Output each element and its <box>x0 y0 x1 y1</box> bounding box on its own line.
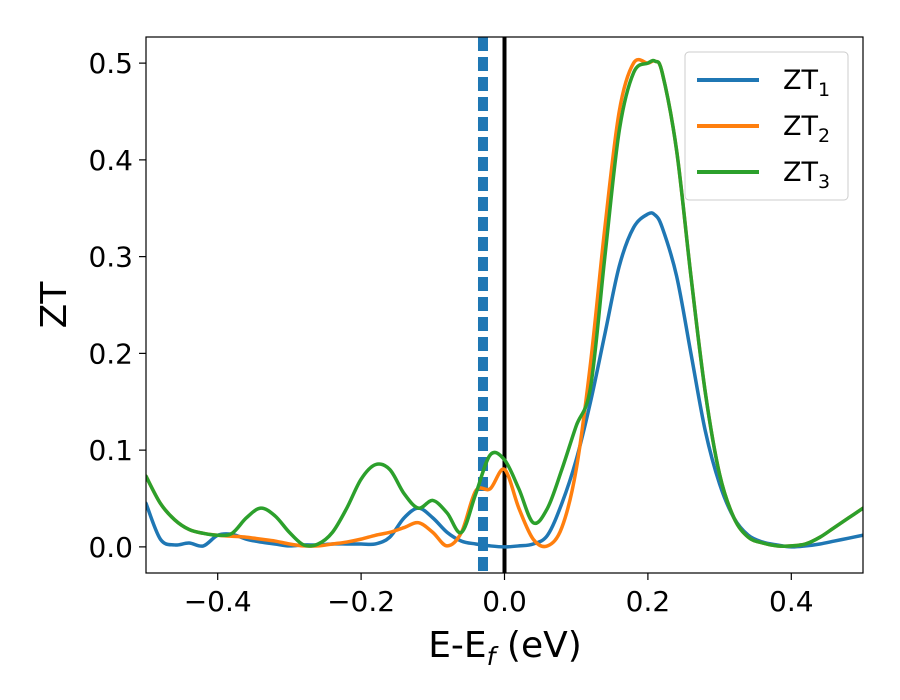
y-axis-ticks: 0.0 0.1 0.2 0.3 0.4 0.5 <box>88 47 146 564</box>
y-axis-label: ZT <box>34 281 75 329</box>
x-tick-label: 0.0 <box>482 585 527 618</box>
y-tick-label: 0.4 <box>88 144 133 177</box>
legend-label-zt2: ZT2 <box>783 111 830 147</box>
legend-label-zt3: ZT3 <box>783 157 830 193</box>
y-tick-label: 0.1 <box>88 434 133 467</box>
x-tick-label: 0.4 <box>769 585 814 618</box>
x-axis-label-main: E-E <box>428 625 486 666</box>
series-line-zt3 <box>146 58 863 548</box>
x-axis-ticks: −0.4 −0.2 0.0 0.2 0.4 <box>184 573 814 618</box>
y-tick-label: 0.0 <box>88 531 133 564</box>
legend-label-zt1: ZT1 <box>783 65 830 101</box>
series-lines <box>146 57 863 549</box>
x-tick-label: −0.2 <box>327 585 395 618</box>
x-axis-label: E-Ef (eV) <box>428 625 582 671</box>
vertical-lines <box>477 37 507 573</box>
y-tick-label: 0.2 <box>88 337 133 370</box>
y-tick-label: 0.3 <box>88 241 133 274</box>
x-axis-label-unit: (eV) <box>495 625 581 666</box>
x-tick-label: 0.2 <box>626 585 671 618</box>
legend: ZT1 ZT2 ZT3 <box>684 51 849 201</box>
legend-frame <box>684 51 849 201</box>
x-tick-label: −0.4 <box>184 585 252 618</box>
y-tick-label: 0.5 <box>88 47 133 80</box>
